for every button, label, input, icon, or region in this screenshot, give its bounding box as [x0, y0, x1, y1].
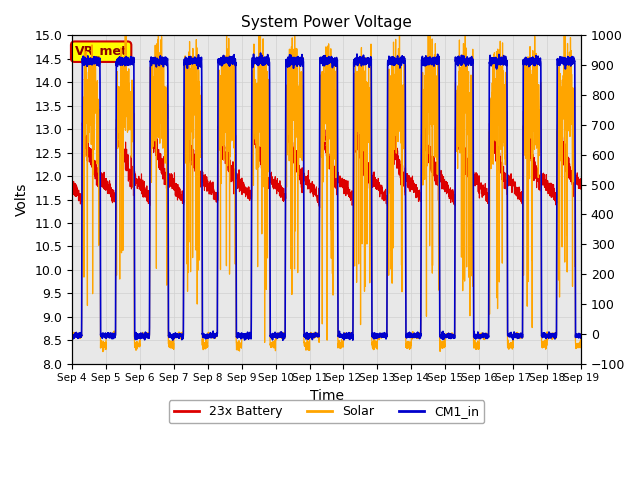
- X-axis label: Time: Time: [310, 389, 344, 403]
- Title: System Power Voltage: System Power Voltage: [241, 15, 412, 30]
- Y-axis label: Volts: Volts: [15, 183, 29, 216]
- Text: VR_met: VR_met: [75, 45, 127, 58]
- Legend: 23x Battery, Solar, CM1_in: 23x Battery, Solar, CM1_in: [169, 400, 484, 423]
